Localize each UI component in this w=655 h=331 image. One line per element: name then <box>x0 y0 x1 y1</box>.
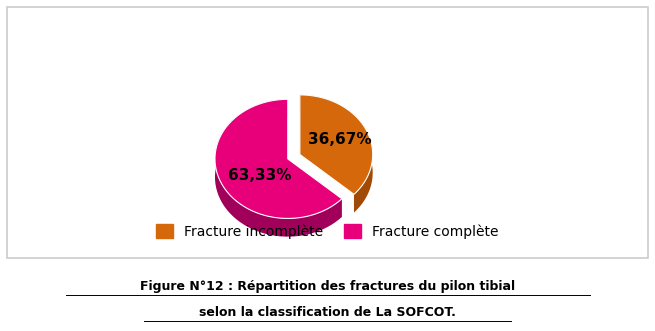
Polygon shape <box>300 95 373 213</box>
Legend: Fracture incomplète, Fracture complète: Fracture incomplète, Fracture complète <box>151 219 504 245</box>
Text: 63,33%: 63,33% <box>228 168 291 183</box>
Text: selon la classification de La SOFCOT.: selon la classification de La SOFCOT. <box>199 306 456 319</box>
Text: 36,67%: 36,67% <box>308 132 371 147</box>
Polygon shape <box>215 99 342 218</box>
Polygon shape <box>300 95 373 194</box>
Polygon shape <box>215 99 342 237</box>
Text: Figure N°12 : Répartition des fractures du pilon tibial: Figure N°12 : Répartition des fractures … <box>140 280 515 293</box>
